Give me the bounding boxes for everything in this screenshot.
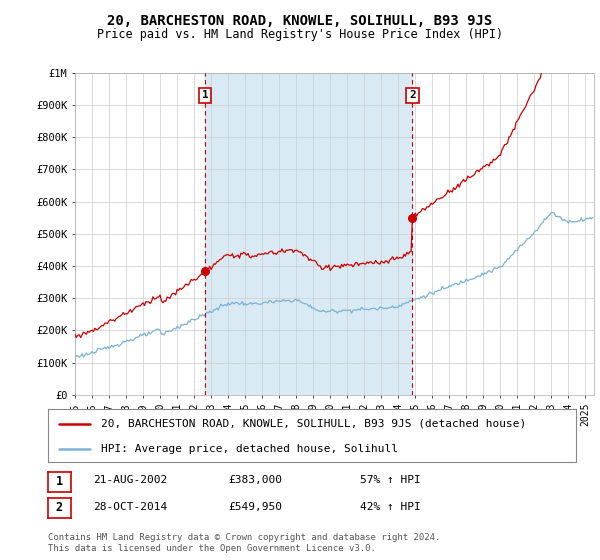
Text: Price paid vs. HM Land Registry's House Price Index (HPI): Price paid vs. HM Land Registry's House … [97,28,503,41]
Text: 20, BARCHESTON ROAD, KNOWLE, SOLIHULL, B93 9JS (detached house): 20, BARCHESTON ROAD, KNOWLE, SOLIHULL, B… [101,419,526,429]
Text: 1: 1 [202,90,208,100]
Text: 57% ↑ HPI: 57% ↑ HPI [360,475,421,486]
Text: HPI: Average price, detached house, Solihull: HPI: Average price, detached house, Soli… [101,444,398,454]
Bar [205,73,412,395]
Text: 20, BARCHESTON ROAD, KNOWLE, SOLIHULL, B93 9JS: 20, BARCHESTON ROAD, KNOWLE, SOLIHULL, B… [107,14,493,28]
Text: 1: 1 [56,475,63,488]
Text: 28-OCT-2014: 28-OCT-2014 [93,502,167,512]
Text: 2: 2 [409,90,416,100]
Text: Contains HM Land Registry data © Crown copyright and database right 2024.
This d: Contains HM Land Registry data © Crown c… [48,533,440,553]
Text: 21-AUG-2002: 21-AUG-2002 [93,475,167,486]
Text: 42% ↑ HPI: 42% ↑ HPI [360,502,421,512]
Text: 2: 2 [56,501,63,515]
Text: £383,000: £383,000 [228,475,282,486]
Text: £549,950: £549,950 [228,502,282,512]
